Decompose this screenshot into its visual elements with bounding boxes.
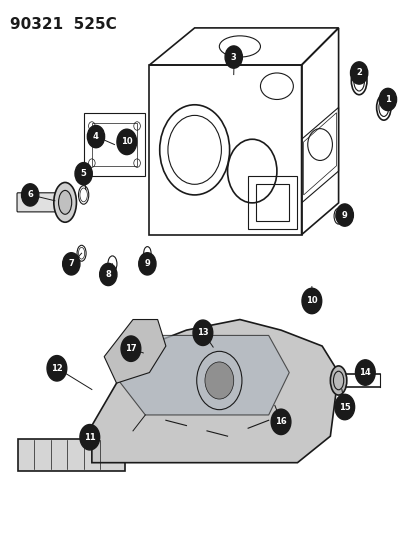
Text: 11: 11 — [84, 433, 95, 442]
Text: 13: 13 — [197, 328, 208, 337]
Circle shape — [356, 362, 368, 378]
Polygon shape — [116, 335, 289, 415]
Text: 10: 10 — [121, 138, 132, 147]
Text: 2: 2 — [355, 68, 361, 77]
Circle shape — [47, 356, 66, 381]
Text: 90321  525C: 90321 525C — [9, 17, 116, 33]
Polygon shape — [104, 319, 166, 383]
Text: 15: 15 — [338, 402, 350, 411]
Circle shape — [378, 88, 396, 111]
Circle shape — [80, 424, 100, 450]
Text: 10: 10 — [305, 296, 317, 305]
Circle shape — [225, 46, 242, 68]
Text: 16: 16 — [275, 417, 286, 426]
Circle shape — [204, 362, 233, 399]
Text: 14: 14 — [358, 368, 370, 377]
Text: 5: 5 — [81, 169, 86, 178]
Circle shape — [335, 204, 353, 226]
Text: 9: 9 — [144, 260, 150, 268]
Circle shape — [116, 129, 136, 155]
Text: 8: 8 — [105, 270, 111, 279]
FancyBboxPatch shape — [17, 193, 68, 212]
Polygon shape — [92, 319, 338, 463]
Ellipse shape — [54, 182, 76, 222]
Circle shape — [355, 360, 374, 385]
Circle shape — [192, 320, 212, 345]
Circle shape — [21, 184, 39, 206]
Circle shape — [62, 253, 80, 275]
Ellipse shape — [330, 366, 346, 395]
Circle shape — [121, 336, 140, 361]
Circle shape — [301, 288, 321, 314]
Text: 3: 3 — [230, 53, 236, 62]
Ellipse shape — [58, 190, 71, 214]
Text: 7: 7 — [68, 260, 74, 268]
Circle shape — [75, 163, 92, 185]
Text: 12: 12 — [51, 364, 63, 373]
Circle shape — [100, 263, 116, 286]
Circle shape — [271, 409, 290, 434]
Circle shape — [334, 394, 354, 419]
Circle shape — [138, 253, 156, 275]
Text: 1: 1 — [384, 95, 390, 104]
Text: 6: 6 — [27, 190, 33, 199]
Text: 9: 9 — [341, 211, 347, 220]
Circle shape — [350, 62, 367, 84]
Circle shape — [87, 125, 104, 148]
Text: 17: 17 — [125, 344, 136, 353]
Text: 4: 4 — [93, 132, 99, 141]
Polygon shape — [18, 439, 124, 471]
